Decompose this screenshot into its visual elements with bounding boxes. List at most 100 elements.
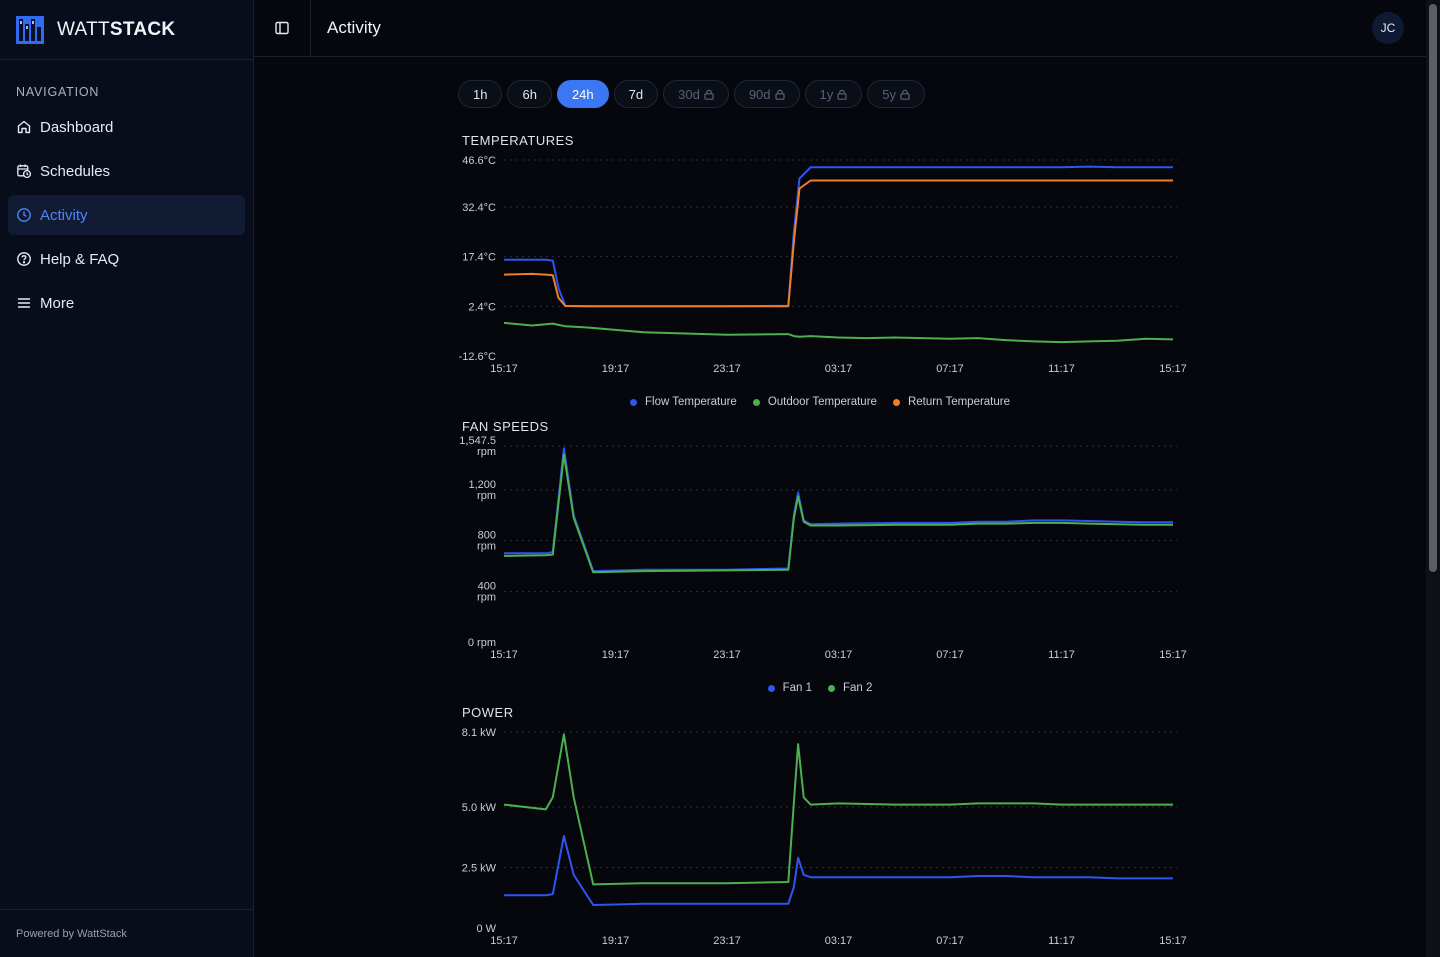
- sidebar-item-label: Activity: [40, 206, 88, 224]
- y-tick-label: 8.1 kW: [462, 727, 497, 739]
- legend-item[interactable]: Fan 2: [828, 682, 872, 694]
- range-pill-7d[interactable]: 7d: [613, 80, 659, 108]
- sidebar-toggle-button[interactable]: [254, 0, 311, 56]
- x-tick-label: 07:17: [936, 363, 964, 375]
- home-icon: [16, 119, 32, 135]
- x-tick-label: 07:17: [936, 935, 964, 947]
- sidebar-item-help-faq[interactable]: Help & FAQ: [8, 239, 245, 279]
- series-line-return-temperature[interactable]: [503, 179, 1173, 308]
- x-tick-label: 19:17: [602, 363, 630, 375]
- temperatures-title: TEMPERATURES: [462, 133, 574, 148]
- wattstack-logo-icon: [16, 15, 44, 44]
- legend-item[interactable]: Flow Temperature: [630, 396, 737, 408]
- x-tick-label: 07:17: [936, 649, 964, 661]
- series-line-flow-temperature[interactable]: [504, 165, 1173, 308]
- series-line-fan-1[interactable]: [504, 447, 1173, 573]
- sidebar-item-label: More: [40, 294, 75, 312]
- x-tick-label: 23:17: [713, 649, 741, 661]
- legend-dot: [630, 398, 637, 406]
- legend-label: Return Temperature: [907, 396, 1010, 408]
- range-pill-30d: 30d: [663, 80, 729, 108]
- scrollbar-thumb[interactable]: [1429, 4, 1437, 572]
- y-tick-label: 5.0 kW: [462, 802, 497, 814]
- avatar[interactable]: JC: [1372, 12, 1404, 44]
- legend-item[interactable]: Outdoor Temperature: [752, 396, 877, 408]
- brand-prefix: WATT: [57, 18, 110, 40]
- y-tick-label: 46.6°C: [462, 155, 496, 167]
- x-tick-label: 15:17: [490, 649, 518, 661]
- fan-speeds-legend: Fan 1 Fan 2: [440, 682, 1200, 694]
- range-pill-label: 90d: [748, 86, 771, 102]
- brand[interactable]: WATTSTACK: [0, 0, 253, 60]
- range-pill-label: 30d: [678, 86, 700, 102]
- time-range-selector: 1h 6h 24h 7d 30d 90d 1y 5y: [458, 80, 925, 108]
- y-tick-label: 1,200 rpm: [468, 479, 496, 502]
- x-tick-label: 23:17: [713, 935, 741, 947]
- legend-item[interactable]: Return Temperature: [892, 396, 1010, 408]
- brand-name: WATTSTACK: [57, 19, 175, 41]
- calendar-clock-icon: [16, 163, 32, 179]
- help-circle-icon: [16, 251, 32, 267]
- x-tick-label: 11:17: [1048, 649, 1075, 661]
- sidebar-item-more[interactable]: More: [8, 283, 245, 323]
- range-pill-label: 5y: [882, 86, 896, 102]
- range-pill-6h[interactable]: 6h: [507, 80, 552, 108]
- x-tick-label: 11:17: [1048, 935, 1075, 947]
- series-line-outdoor-temperature[interactable]: [503, 321, 1174, 344]
- y-tick-label: -12.6°C: [459, 351, 496, 363]
- range-pill-90d: 90d: [733, 80, 800, 108]
- x-tick-label: 15:17: [490, 935, 518, 947]
- legend-dot: [892, 398, 900, 406]
- x-tick-label: 15:17: [1159, 935, 1187, 947]
- power-title: POWER: [462, 705, 514, 720]
- lock-icon: [900, 89, 910, 100]
- brand-suffix: STACK: [109, 18, 176, 40]
- x-tick-label: 15:17: [490, 363, 518, 375]
- sidebar-item-schedules[interactable]: Schedules: [8, 151, 245, 191]
- sidebar-item-activity[interactable]: Activity: [8, 195, 245, 235]
- x-tick-label: 15:17: [1159, 649, 1187, 661]
- powered-by-footer[interactable]: Powered by WattStack: [0, 909, 254, 957]
- range-pill-label: 7d: [628, 86, 644, 102]
- y-tick-label: 0 rpm: [468, 637, 496, 649]
- sidebar-item-dashboard[interactable]: Dashboard: [8, 107, 245, 147]
- range-pill-1h[interactable]: 1h: [458, 80, 503, 108]
- y-tick-label: 32.4°C: [462, 202, 496, 214]
- y-tick-label: 2.5 kW: [462, 863, 497, 875]
- x-tick-label: 03:17: [825, 935, 853, 947]
- fan-speeds-title: FAN SPEEDS: [462, 419, 549, 434]
- sidebar-item-label: Help & FAQ: [40, 250, 120, 268]
- y-tick-label: 0 W: [476, 923, 496, 935]
- lock-icon: [704, 89, 714, 100]
- x-tick-label: 11:17: [1048, 363, 1075, 375]
- range-pill-1y: 1y: [804, 80, 863, 108]
- legend-dot: [752, 398, 760, 406]
- y-tick-label: 1,547.5 rpm: [459, 436, 496, 458]
- series-line-green[interactable]: [503, 733, 1173, 886]
- range-pill-5y: 5y: [867, 80, 925, 108]
- x-tick-label: 15:17: [1159, 363, 1187, 375]
- temperatures-chart: 46.6°C32.4°C17.4°C2.4°C-12.6°C15:17 19:17…: [459, 155, 1187, 375]
- legend-label: Fan 1: [782, 682, 812, 694]
- series-line-blue[interactable]: [504, 835, 1173, 906]
- range-pill-24h[interactable]: 24h: [556, 80, 609, 108]
- sidebar-item-label: Schedules: [40, 162, 111, 180]
- legend-dot: [828, 684, 835, 692]
- x-tick-label: 19:17: [602, 649, 630, 661]
- x-tick-label: 03:17: [825, 363, 853, 375]
- legend-item[interactable]: Fan 1: [767, 682, 812, 694]
- range-pill-label: 6h: [522, 86, 537, 102]
- y-tick-label: 2.4°C: [468, 301, 496, 313]
- sidebar-item-label: Dashboard: [40, 118, 114, 136]
- x-tick-label: 19:17: [602, 935, 630, 947]
- sidebar-toggle-icon: [275, 21, 289, 35]
- range-pill-label: 1h: [473, 86, 488, 102]
- menu-icon: [16, 295, 32, 311]
- series-line-fan-2[interactable]: [503, 453, 1173, 574]
- y-tick-label: 800 rpm: [477, 530, 496, 553]
- y-tick-label: 17.4°C: [462, 252, 496, 264]
- legend-label: Outdoor Temperature: [767, 396, 877, 408]
- page-title: Activity: [327, 18, 381, 37]
- y-tick-label: 400 rpm: [477, 580, 496, 603]
